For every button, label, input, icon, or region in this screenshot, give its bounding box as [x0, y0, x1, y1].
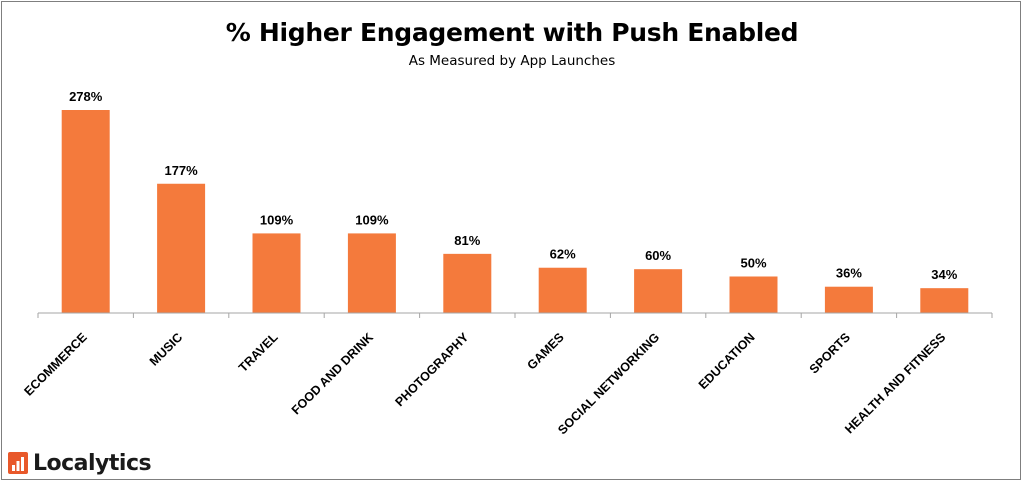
bar — [61, 110, 110, 313]
data-label: 177% — [164, 163, 198, 178]
data-label: 278% — [69, 89, 103, 104]
x-axis-ticks — [37, 313, 993, 318]
data-label: 50% — [740, 255, 766, 270]
bar — [538, 267, 587, 313]
bar — [634, 269, 683, 313]
category-label: HEALTH AND FITNESS — [842, 330, 948, 436]
bar — [920, 288, 969, 313]
category-label: MUSIC — [147, 330, 185, 368]
data-label: 109% — [355, 212, 389, 227]
value-labels: 278% 177% 109% 109% 81% 62% 60% 50% 36% 34% — [69, 89, 958, 282]
data-label: 81% — [454, 233, 480, 248]
category-label: EDUCATION — [696, 330, 758, 392]
category-labels: ECOMMERCE MUSIC TRAVEL FOOD AND DRINK PHOTOG… — [21, 330, 948, 437]
bar-chart-logo-icon — [8, 452, 28, 474]
category-label: SOCIAL NETWORKING — [555, 330, 662, 437]
bar — [252, 233, 301, 313]
brand-name: Localytics — [33, 450, 152, 476]
data-label: 109% — [260, 212, 294, 227]
category-label: SPORTS — [807, 330, 853, 376]
data-label: 34% — [931, 267, 957, 282]
bar — [443, 253, 492, 313]
category-label: TRAVEL — [236, 330, 281, 375]
data-label: 36% — [836, 266, 862, 281]
bar-group — [61, 110, 969, 313]
data-label: 60% — [645, 248, 671, 263]
category-label: GAMES — [525, 330, 567, 372]
brand-logo: Localytics — [8, 449, 152, 477]
data-label: 62% — [550, 247, 576, 262]
bar — [347, 233, 396, 313]
chart-title: % Higher Engagement with Push Enabled — [225, 18, 799, 47]
category-label: ECOMMERCE — [21, 330, 89, 398]
category-label: PHOTOGRAPHY — [392, 330, 471, 409]
bar — [157, 183, 206, 313]
chart-subtitle: As Measured by App Launches — [408, 53, 616, 69]
category-label: FOOD AND DRINK — [289, 330, 376, 417]
bar — [729, 276, 778, 313]
bar — [824, 286, 873, 313]
